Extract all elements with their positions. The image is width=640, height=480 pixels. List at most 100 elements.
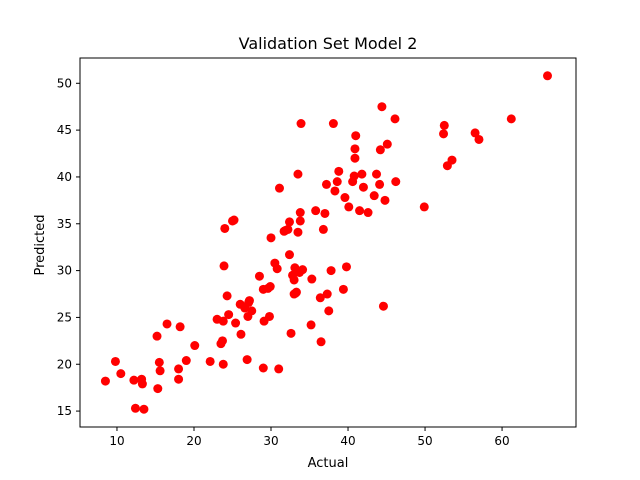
y-axis-label: Predicted [33, 214, 48, 275]
data-point [153, 384, 163, 394]
data-point [316, 337, 326, 347]
data-point [295, 208, 305, 218]
data-point [110, 356, 120, 366]
data-point [265, 282, 275, 292]
x-axis-ticks: 10 20 30 40 50 60 [109, 427, 510, 448]
data-point [307, 274, 317, 284]
data-point [222, 291, 232, 301]
x-tick-label: 10 [109, 434, 124, 448]
data-point [375, 145, 385, 155]
data-point [116, 369, 126, 379]
data-point [439, 129, 449, 139]
data-point [272, 264, 282, 274]
data-point [289, 275, 299, 285]
data-point [155, 366, 165, 376]
data-point [363, 208, 373, 218]
data-point [247, 306, 257, 316]
data-point [244, 296, 254, 306]
data-point [130, 403, 140, 413]
y-tick-label: 40 [57, 170, 72, 184]
data-point [474, 134, 484, 144]
data-point [338, 284, 348, 294]
data-point [154, 357, 164, 367]
data-point [190, 341, 200, 351]
x-tick-label: 60 [494, 434, 509, 448]
y-tick-label: 15 [57, 404, 72, 418]
data-point [322, 289, 332, 299]
y-tick-label: 50 [57, 76, 72, 90]
data-point [175, 322, 185, 332]
data-point [219, 261, 229, 271]
data-point [266, 233, 276, 243]
data-point [298, 265, 308, 275]
data-point [506, 114, 516, 124]
data-point [349, 171, 359, 181]
data-point [375, 179, 385, 189]
data-point [236, 329, 246, 339]
data-point [357, 169, 367, 179]
data-point [283, 224, 293, 234]
data-point [340, 193, 350, 203]
data-point [152, 331, 162, 341]
y-tick-label: 30 [57, 264, 72, 278]
data-point [334, 166, 344, 176]
data-point [274, 183, 284, 193]
data-point [218, 316, 228, 326]
y-axis-ticks: 15 20 25 30 35 40 45 50 [57, 76, 80, 418]
data-point [390, 114, 400, 124]
data-point [324, 306, 334, 316]
plot-frame [79, 57, 577, 428]
data-point [162, 319, 172, 329]
y-tick-label: 25 [57, 310, 72, 324]
data-point [217, 336, 227, 346]
y-tick-label: 20 [57, 357, 72, 371]
data-point [296, 119, 306, 129]
data-point [264, 311, 274, 321]
data-point [344, 202, 354, 212]
data-point [355, 206, 365, 216]
data-point [439, 120, 449, 130]
x-tick-label: 50 [417, 434, 432, 448]
data-point [284, 217, 294, 227]
data-point [378, 301, 388, 311]
data-point [218, 359, 228, 369]
data-point [174, 374, 184, 384]
data-point [543, 71, 552, 81]
data-point [321, 179, 331, 189]
x-tick-label: 40 [340, 434, 355, 448]
data-point [231, 318, 241, 328]
x-axis-label: Actual [308, 456, 349, 471]
data-point [326, 266, 336, 276]
data-point [315, 293, 325, 303]
data-point [320, 208, 330, 218]
data-point [220, 223, 230, 233]
data-point [377, 102, 387, 112]
data-point [380, 195, 390, 205]
data-point [284, 250, 294, 260]
x-tick-label: 20 [186, 434, 201, 448]
data-point [174, 364, 184, 374]
data-point [350, 153, 360, 163]
data-point [293, 227, 303, 237]
data-point [391, 177, 401, 187]
chart-title: Validation Set Model 2 [239, 34, 418, 53]
data-point [447, 155, 457, 165]
data-point [274, 364, 284, 374]
data-points [100, 71, 552, 414]
data-point [358, 182, 368, 192]
data-point [470, 128, 480, 138]
data-point [332, 177, 342, 187]
data-point [293, 169, 303, 179]
data-point [306, 320, 316, 330]
data-point [330, 186, 340, 196]
data-point [295, 216, 305, 226]
data-point [341, 262, 351, 272]
data-point [224, 310, 234, 320]
data-point [382, 139, 392, 149]
data-point [372, 169, 382, 179]
data-point [205, 356, 215, 366]
data-point [100, 376, 110, 386]
data-point [328, 119, 338, 129]
